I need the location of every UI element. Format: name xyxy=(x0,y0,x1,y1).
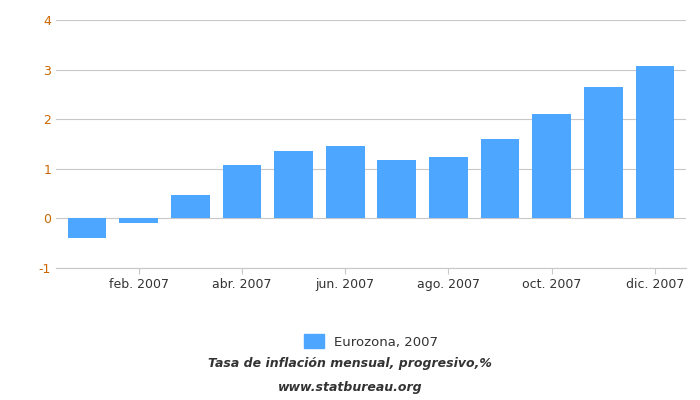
Bar xyxy=(171,194,209,218)
Bar xyxy=(223,165,261,218)
Bar xyxy=(68,218,106,238)
Bar xyxy=(481,139,519,218)
Legend: Eurozona, 2007: Eurozona, 2007 xyxy=(298,329,444,354)
Bar xyxy=(377,160,416,218)
Bar xyxy=(584,87,623,218)
Bar xyxy=(533,114,571,218)
Text: www.statbureau.org: www.statbureau.org xyxy=(278,382,422,394)
Bar xyxy=(326,146,365,218)
Bar xyxy=(636,66,674,218)
Bar xyxy=(274,152,313,218)
Bar xyxy=(429,157,468,218)
Bar xyxy=(119,218,158,223)
Text: Tasa de inflación mensual, progresivo,%: Tasa de inflación mensual, progresivo,% xyxy=(208,358,492,370)
